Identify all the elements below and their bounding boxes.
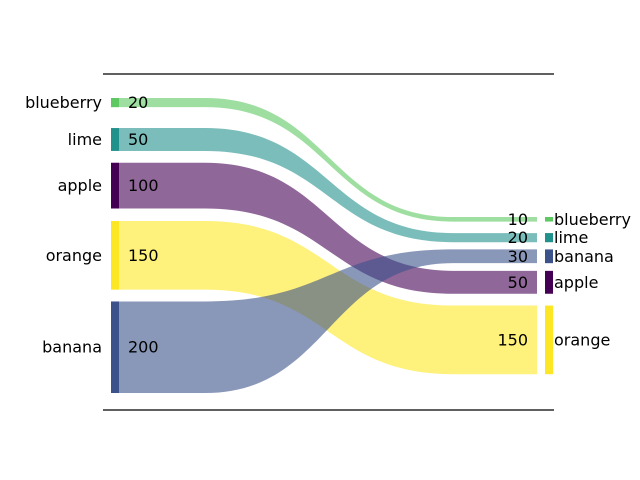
flow-blueberry [119,98,537,222]
right-value-banana: 30 [508,247,528,266]
left-bar-lime [111,128,119,151]
left-bar-banana [111,301,119,394]
left-bar-blueberry [111,98,119,108]
right-label-lime: lime [554,228,588,247]
right-value-apple: 50 [508,273,528,292]
right-label-orange: orange [554,330,610,349]
right-label-apple: apple [554,273,598,292]
right-bar-apple [545,270,553,294]
left-label-lime: lime [68,130,102,149]
left-value-banana: 200 [128,338,159,357]
left-label-orange: orange [46,246,102,265]
left-label-blueberry: blueberry [25,93,102,112]
left-bar-orange [111,221,119,290]
right-bar-orange [545,305,553,375]
left-bar-apple [111,162,119,209]
flow-banana [119,249,537,394]
right-label-blueberry: blueberry [554,210,631,229]
right-bar-blueberry [545,217,553,222]
bars-group [111,98,553,394]
left-value-blueberry: 20 [128,93,148,112]
left-value-orange: 150 [128,246,159,265]
left-value-lime: 50 [128,130,148,149]
right-label-banana: banana [554,247,614,266]
left-value-apple: 100 [128,176,159,195]
right-value-lime: 20 [508,228,528,247]
flow-lime [119,128,537,243]
labels-group: blueberry 20 lime 50 apple 100 orange 150 banana… [25,93,631,357]
flow-apple [119,162,537,294]
right-bar-lime [545,233,553,243]
left-label-banana: banana [42,338,102,357]
right-bar-banana [545,249,553,264]
right-value-orange: 150 [497,330,528,349]
right-value-blueberry: 10 [508,210,528,229]
flows-group [119,98,537,394]
left-label-apple: apple [58,176,102,195]
